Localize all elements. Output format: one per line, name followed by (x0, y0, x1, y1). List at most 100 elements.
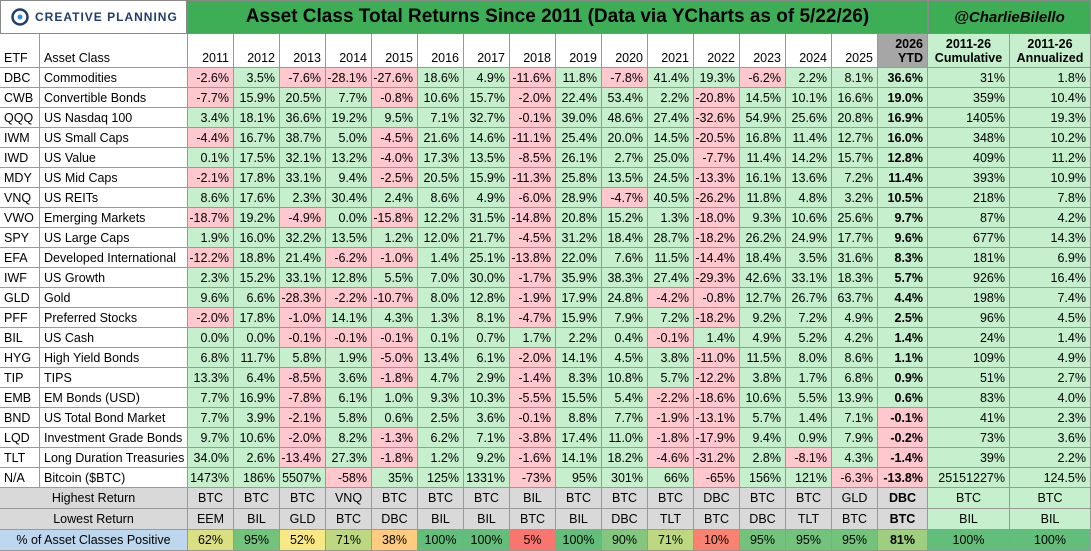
return-cell: 10.5% (878, 188, 928, 208)
etf: TLT (0, 448, 40, 468)
return-cell: 16.9% (234, 388, 280, 408)
title: Asset Class Total Returns Since 2011 (Da… (187, 0, 928, 34)
header-line: 2021 (661, 51, 689, 65)
return-cell: 13.6% (786, 168, 832, 188)
return-cell: 22.0% (556, 248, 602, 268)
return-cell: 8.6% (832, 348, 878, 368)
summary-cell: 38% (372, 530, 418, 551)
return-cell: 4.3% (832, 448, 878, 468)
return-cell: 16.8% (740, 128, 786, 148)
return-cell: -2.0% (280, 428, 326, 448)
return-cell: 6.6% (234, 288, 280, 308)
return-cell: 11.4% (740, 148, 786, 168)
summary-cell: 71% (648, 530, 694, 551)
return-cell: 19.0% (878, 88, 928, 108)
return-cell: 13.9% (832, 388, 878, 408)
etf: EMB (0, 388, 40, 408)
summary-cell: 62% (188, 530, 234, 551)
return-cell: 25.6% (832, 208, 878, 228)
return-cell: 17.9% (556, 288, 602, 308)
column-header: 2019 (556, 34, 602, 68)
return-cell: 19.3% (694, 68, 740, 88)
return-cell: -7.6% (280, 68, 326, 88)
return-cell: 96% (928, 308, 1010, 328)
return-cell: 121% (786, 468, 832, 488)
return-cell: 1.4% (418, 248, 464, 268)
return-cell: 5.0% (326, 128, 372, 148)
return-cell: -13.8% (878, 468, 928, 488)
return-cell: 0.0% (326, 208, 372, 228)
return-cell: 2.2% (786, 68, 832, 88)
return-cell: 2.3% (188, 268, 234, 288)
return-cell: 11.8% (556, 68, 602, 88)
return-cell: 32.1% (280, 148, 326, 168)
column-header: 2011-26 Annualized (1010, 34, 1091, 68)
summary-cell: BTC (234, 488, 280, 509)
return-cell: 5507% (280, 468, 326, 488)
header-line: 2020 (615, 51, 643, 65)
summary-cell: 10% (694, 530, 740, 551)
return-cell: 2.8% (740, 448, 786, 468)
asset-class: US REITs (40, 188, 188, 208)
return-cell: 3.6% (326, 368, 372, 388)
return-cell: -4.9% (280, 208, 326, 228)
return-cell: 1405% (928, 108, 1010, 128)
return-cell: 8.3% (878, 248, 928, 268)
return-cell: 17.5% (234, 148, 280, 168)
return-cell: 13.3% (188, 368, 234, 388)
etf: VNQ (0, 188, 40, 208)
return-cell: -2.1% (280, 408, 326, 428)
return-cell: 181% (928, 248, 1010, 268)
return-cell: 301% (602, 468, 648, 488)
return-cell: 28.9% (556, 188, 602, 208)
return-cell: -7.8% (280, 388, 326, 408)
return-cell: -2.5% (372, 168, 418, 188)
return-cell: 25.4% (556, 128, 602, 148)
return-cell: 12.8% (878, 148, 928, 168)
logo-text: CREATIVE PLANNING (35, 10, 178, 24)
summary-cell: BTC (648, 488, 694, 509)
return-cell: 8.6% (418, 188, 464, 208)
return-cell: 13.5% (326, 228, 372, 248)
return-cell: 5.5% (786, 388, 832, 408)
header-line: 2011 (202, 51, 229, 65)
return-cell: 2.2% (648, 88, 694, 108)
return-cell: 7.8% (1010, 188, 1091, 208)
summary-cell: 100% (464, 530, 510, 551)
return-cell: 20.5% (418, 168, 464, 188)
return-cell: -6.2% (326, 248, 372, 268)
summary-cell: BTC (372, 488, 418, 509)
return-cell: -2.0% (510, 88, 556, 108)
return-cell: 11.5% (740, 348, 786, 368)
summary-cell: BTC (556, 488, 602, 509)
return-cell: 32.7% (464, 108, 510, 128)
etf: BND (0, 408, 40, 428)
return-cell: 0.1% (418, 328, 464, 348)
header-line: 2018 (523, 51, 551, 65)
return-cell: 12.7% (832, 128, 878, 148)
return-cell: 1331% (464, 468, 510, 488)
return-cell: -10.7% (372, 288, 418, 308)
return-cell: -4.0% (372, 148, 418, 168)
return-cell: 15.9% (464, 168, 510, 188)
return-cell: 0.7% (464, 328, 510, 348)
return-cell: 34.0% (188, 448, 234, 468)
return-cell: 7.2% (832, 168, 878, 188)
return-cell: -1.8% (372, 448, 418, 468)
return-cell: 33.1% (280, 168, 326, 188)
return-cell: 18.3% (832, 268, 878, 288)
return-cell: 2.3% (1010, 408, 1091, 428)
return-cell: 18.6% (418, 68, 464, 88)
summary-cell: 71% (326, 530, 372, 551)
return-cell: 2.4% (372, 188, 418, 208)
header-line: YTD (898, 51, 923, 65)
return-cell: 2.5% (878, 308, 928, 328)
summary-cell: BIL (510, 488, 556, 509)
return-cell: 17.8% (234, 168, 280, 188)
return-cell: 30.0% (464, 268, 510, 288)
return-cell: 1.8% (1010, 68, 1091, 88)
asset-class: Bitcoin ($BTC) (40, 468, 188, 488)
column-header: 2016 (418, 34, 464, 68)
return-cell: -13.4% (280, 448, 326, 468)
return-cell: 1.4% (1010, 328, 1091, 348)
